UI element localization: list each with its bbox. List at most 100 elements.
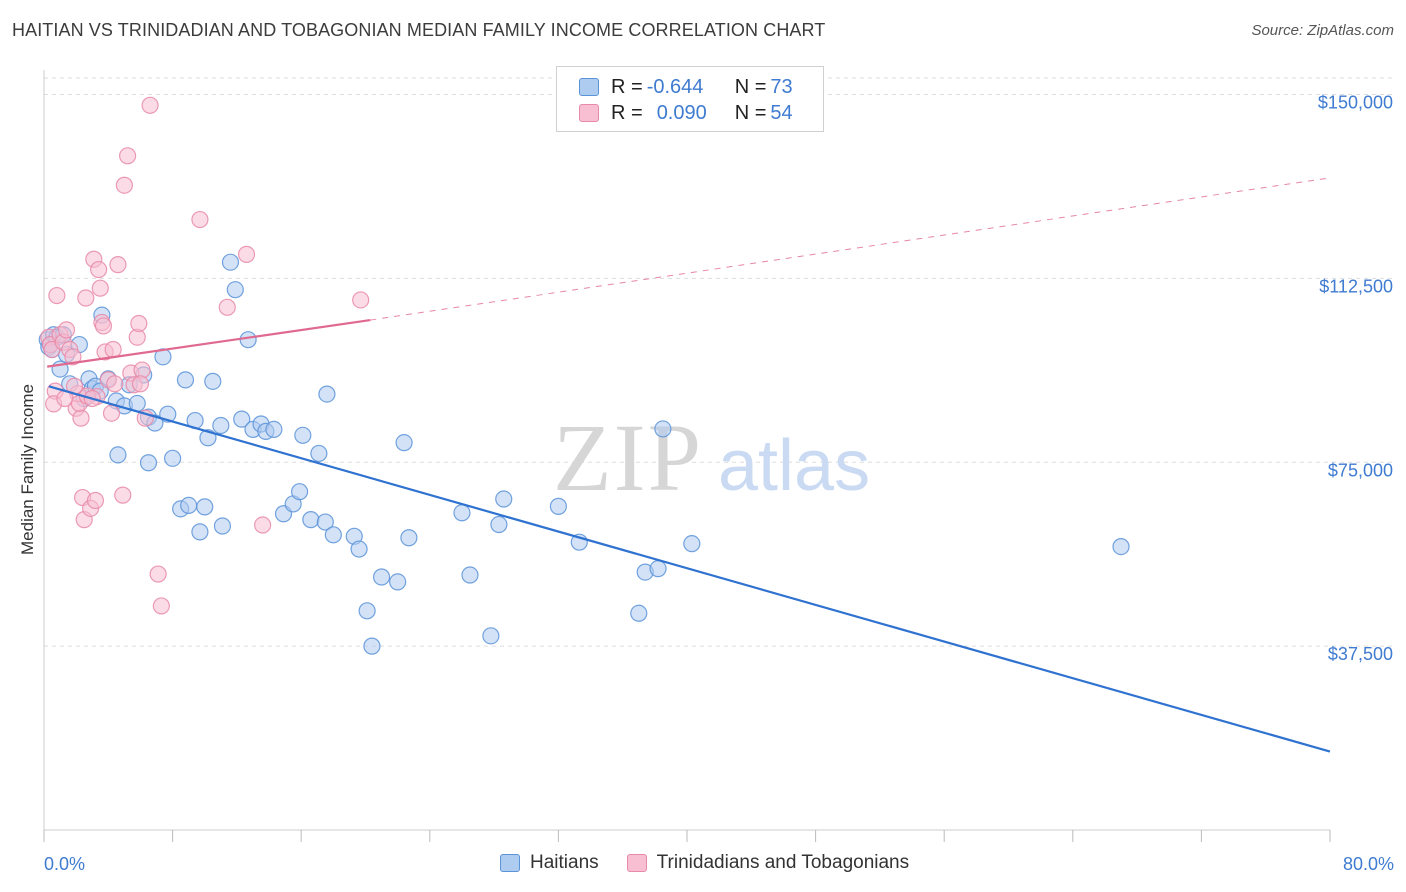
trinidadians-point — [352, 291, 370, 309]
haitians-point — [204, 372, 222, 390]
haitians-point — [139, 454, 158, 472]
trinidadians-point — [149, 565, 167, 583]
haitians-point — [239, 331, 257, 349]
haitians-point — [109, 446, 127, 464]
trinidadians-point — [90, 260, 108, 279]
haitians-point — [649, 560, 667, 578]
y-axis-label: Median Family Income — [18, 384, 37, 555]
trinidadians-point — [104, 340, 122, 359]
source-label: Source: ZipAtlas.com — [1251, 22, 1394, 39]
x-tick-labels: 0.0% 80.0% — [44, 854, 1394, 874]
haitians-point — [302, 511, 320, 529]
haitians-point — [196, 498, 214, 516]
haitians-point — [191, 523, 209, 541]
y-tick-label: $37,500 — [1328, 644, 1393, 664]
trinidadians-point — [118, 147, 137, 165]
haitians-point — [490, 515, 508, 534]
trinidadians-trend-line — [47, 318, 371, 368]
haitians-point — [461, 566, 479, 584]
trinidadians-point — [115, 176, 133, 194]
legend-haitians-label: Haitians — [530, 852, 599, 873]
trinidadians-swatch — [626, 854, 647, 872]
legend-row-trinidadians: R = 0.090 N = 54 — [579, 101, 793, 125]
legend-item-haitians: Haitians — [500, 852, 599, 874]
haitians-point — [318, 385, 336, 403]
chart-title: HAITIAN VS TRINIDADIAN AND TOBAGONIAN ME… — [12, 20, 826, 40]
trinidadians-point — [91, 279, 109, 297]
y-tick-labels: $37,500 $75,000 $112,500 $150,000 — [1318, 93, 1393, 665]
haitians-point — [683, 535, 701, 553]
haitians-swatch — [500, 854, 520, 872]
haitians-point — [549, 497, 568, 515]
haitians-point — [654, 420, 672, 438]
legend-r-value: 0.090 — [656, 101, 707, 124]
legend-trinidadians-label: Trinidadians and Tobagonians — [656, 852, 910, 873]
haitians-point — [212, 416, 230, 435]
trinidadians-point — [254, 516, 272, 534]
stats-legend: R = -0.644 N = 73 R = 0.090 N = 54 — [556, 66, 824, 132]
haitians-point — [164, 449, 182, 467]
haitians-swatch — [579, 78, 599, 96]
trinidadians-point — [77, 289, 95, 307]
trinidadians-point — [218, 298, 236, 316]
trend-lines — [47, 177, 1331, 753]
haitians-point — [233, 410, 251, 428]
haitians-point — [294, 426, 312, 444]
haitians-point — [265, 420, 283, 439]
haitians-point — [226, 281, 244, 299]
legend-row-haitians: R = -0.644 N = 73 — [579, 75, 793, 99]
y-tick-label: $150,000 — [1318, 93, 1393, 113]
legend-r-label: R = — [611, 75, 643, 98]
x-tick-label: 80.0% — [1343, 854, 1394, 874]
haitians-point — [316, 513, 334, 531]
series-legend: Haitians Trinidadians and Tobagonians — [500, 852, 937, 874]
haitians-point — [395, 434, 413, 452]
trinidadians-point — [106, 375, 124, 393]
trinidadians-point — [86, 491, 105, 510]
axes — [43, 70, 1331, 842]
watermark-atlas: atlas — [718, 426, 870, 506]
trinidadians-point — [130, 314, 148, 333]
x-tick-label: 0.0% — [44, 854, 85, 874]
trinidadians-point — [131, 375, 150, 393]
trinidadians-point — [237, 245, 256, 263]
y-tick-label: $75,000 — [1328, 460, 1393, 480]
trinidadians-point — [57, 321, 76, 339]
haitians-point — [180, 496, 198, 515]
haitians-trend-line — [48, 385, 1331, 753]
haitians-point — [482, 627, 500, 645]
trinidadians-swatch — [579, 104, 599, 122]
haitians-point — [363, 637, 381, 655]
legend-n-label: N = — [734, 75, 767, 98]
trinidadians-point — [141, 96, 159, 114]
haitians-point — [358, 602, 376, 620]
haitians-point — [495, 490, 513, 508]
haitians-point — [400, 529, 418, 547]
haitians-point — [324, 526, 342, 544]
legend-item-trinidadians: Trinidadians and Tobagonians — [626, 852, 910, 874]
haitians-point — [630, 604, 648, 622]
data-points — [38, 96, 1130, 655]
trinidadians-point — [64, 348, 82, 366]
legend-n-label: N = — [734, 101, 767, 124]
haitians-point — [290, 483, 309, 501]
haitians-point — [154, 348, 172, 366]
legend-n-value: 73 — [770, 75, 793, 98]
haitians-point — [453, 504, 471, 522]
trinidadians-point — [152, 597, 170, 615]
trinidadians-point — [191, 210, 209, 229]
trinidadians-point — [94, 317, 113, 335]
haitians-point — [389, 573, 407, 591]
haitians-point — [176, 371, 195, 389]
y-tick-label: $112,500 — [1319, 276, 1393, 296]
trinidadians-point — [48, 286, 66, 305]
haitians-point — [372, 568, 391, 586]
grid-lines — [44, 77, 1392, 647]
haitians-point — [310, 444, 328, 463]
haitians-point — [213, 517, 232, 535]
legend-r-label: R = — [611, 101, 643, 124]
trinidadians-point — [114, 486, 132, 504]
trinidadians-point — [102, 404, 121, 422]
haitians-point — [221, 253, 240, 271]
